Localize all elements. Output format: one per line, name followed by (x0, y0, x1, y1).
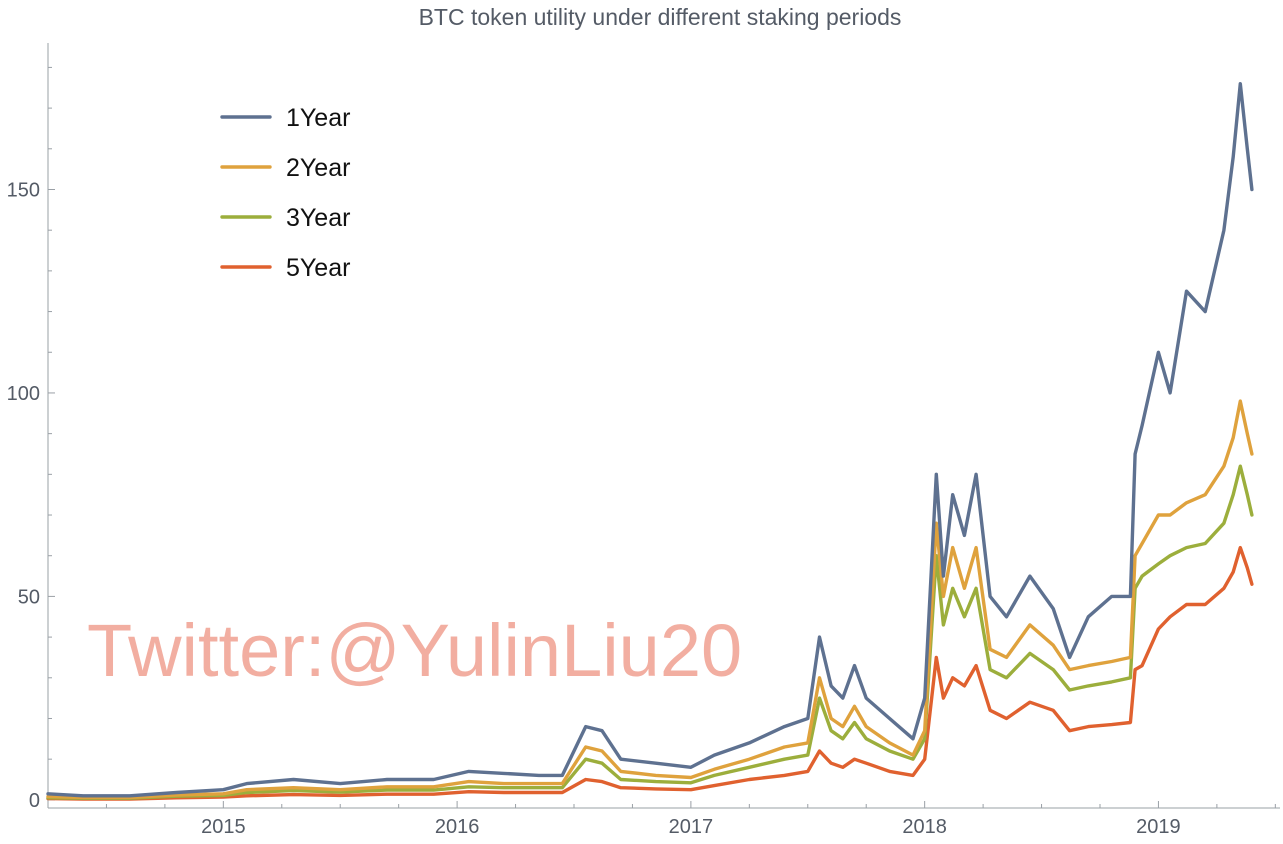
legend: 1Year 2Year 3Year 5Year (220, 104, 350, 282)
series-lines (46, 82, 1254, 801)
series-line-1year (46, 82, 1254, 798)
x-tick-label: 2018 (902, 816, 947, 838)
legend-label-3year: 3Year (286, 204, 350, 232)
y-tick-label: 0 (29, 790, 40, 812)
series-line-3year (46, 464, 1254, 800)
axes: 0 50 100 150 2015 2016 2017 2018 2019 (7, 43, 1280, 838)
series-line-2year (46, 399, 1254, 800)
x-tick-label: 2016 (435, 816, 480, 838)
y-tick-label: 50 (18, 586, 40, 608)
y-tick-label: 100 (7, 383, 40, 405)
legend-label-2year: 2Year (286, 154, 350, 182)
x-tick-label: 2017 (669, 816, 714, 838)
x-tick-label: 2015 (201, 816, 246, 838)
x-tick-label: 2019 (1136, 816, 1181, 838)
legend-label-1year: 1Year (286, 104, 350, 132)
chart-title: BTC token utility under different stakin… (419, 4, 902, 30)
series-line-5year (46, 545, 1254, 801)
watermark-annotation: Twitter:@YulinLiu20 (87, 609, 742, 692)
y-tick-label: 150 (7, 179, 40, 201)
legend-label-5year: 5Year (286, 254, 350, 282)
